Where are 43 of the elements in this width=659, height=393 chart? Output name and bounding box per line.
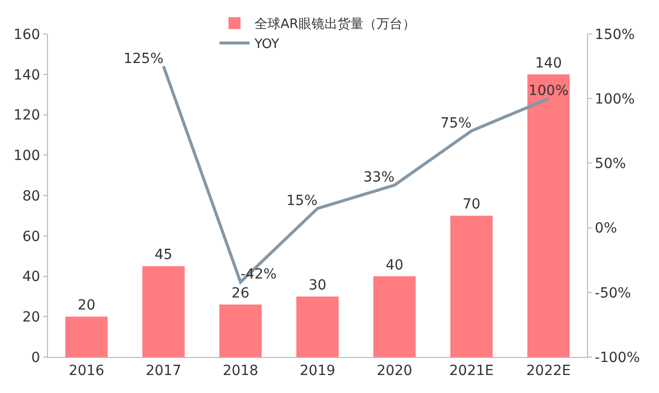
y2-tick-label: 0% <box>594 220 618 237</box>
data-label: 125% <box>123 50 164 67</box>
y-tick-label: 100 <box>13 148 40 164</box>
data-label: 15% <box>286 192 318 209</box>
y2-tick-label: 50% <box>594 156 626 172</box>
data-label: 140 <box>535 55 562 72</box>
data-label: 75% <box>440 115 472 132</box>
data-label: 26 <box>232 286 250 302</box>
y-tick-label: 20 <box>22 310 40 326</box>
data-label: 30 <box>308 277 326 294</box>
bar <box>219 304 262 357</box>
y-tick-label: 80 <box>22 188 40 204</box>
data-label: 20 <box>78 298 96 314</box>
y-tick-label: 60 <box>22 228 40 245</box>
data-label: 70 <box>462 196 480 213</box>
x-tick-label: 2019 <box>300 362 336 379</box>
bar <box>373 276 416 357</box>
y2-tick-label: 150% <box>594 26 635 43</box>
data-label: 100% <box>528 83 569 100</box>
x-tick-label: 2022E <box>526 362 571 379</box>
y2-tick-label: -50% <box>594 285 631 302</box>
y-tick-label: 40 <box>22 269 40 286</box>
data-label: 33% <box>363 170 394 186</box>
data-label: 40 <box>386 257 404 274</box>
y-tick-label: 0 <box>31 350 40 366</box>
x-tick-label: 2021E <box>449 362 494 379</box>
x-tick-label: 2016 <box>68 362 104 379</box>
y-tick-label: 140 <box>13 67 40 84</box>
x-tick-label: 2017 <box>146 362 182 379</box>
y2-tick-label: -100% <box>594 350 640 366</box>
bar <box>65 316 108 357</box>
bar <box>450 216 493 357</box>
bar <box>296 296 339 357</box>
legend-label: YOY <box>254 37 280 52</box>
y-tick-label: 160 <box>13 26 40 43</box>
bar <box>527 74 570 357</box>
y2-tick-label: 100% <box>594 92 635 108</box>
legend-label: 全球AR眼镜出货量（万台） <box>254 17 416 32</box>
bar <box>142 266 185 357</box>
y-tick-label: 120 <box>13 108 40 124</box>
x-tick-label: 2018 <box>222 362 258 379</box>
x-tick-label: 2020 <box>376 362 412 379</box>
data-label: 45 <box>154 247 172 264</box>
